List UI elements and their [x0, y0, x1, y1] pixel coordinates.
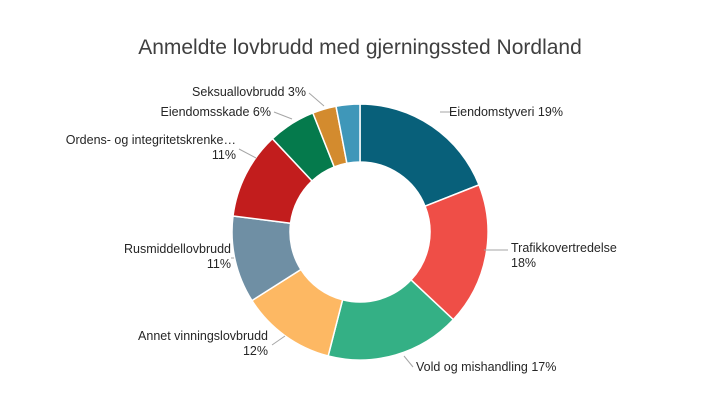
- donut-slice: [335, 103, 361, 165]
- slice-value-label: 11%: [207, 257, 231, 271]
- slice-label: Rusmiddellovbrudd: [124, 242, 231, 256]
- leader-line: [273, 111, 293, 120]
- slice-label: Eiendomsskade 6%: [161, 105, 271, 119]
- leader-line: [271, 335, 286, 346]
- slice-label: Annet vinningslovbrudd: [138, 329, 268, 343]
- leader-line: [238, 148, 257, 159]
- slice-value-label: 11%: [212, 148, 236, 162]
- slice-value-label: 12%: [243, 344, 268, 358]
- slice-label: Ordens- og integritetskrenke…: [66, 133, 236, 147]
- slice-label: Trafikkovertredelse: [511, 241, 617, 255]
- slice-label: Seksuallovbrudd 3%: [192, 85, 306, 99]
- slice-label: Eiendomstyveri 19%: [449, 105, 563, 119]
- slice-label: Vold og mishandling 17%: [416, 360, 556, 374]
- slice-value-label: 18%: [511, 256, 536, 270]
- chart-title: Anmeldte lovbrudd med gjerningssted Nord…: [138, 36, 582, 59]
- leader-line: [308, 92, 325, 107]
- leader-line: [403, 355, 414, 368]
- donut-slice: [359, 103, 480, 208]
